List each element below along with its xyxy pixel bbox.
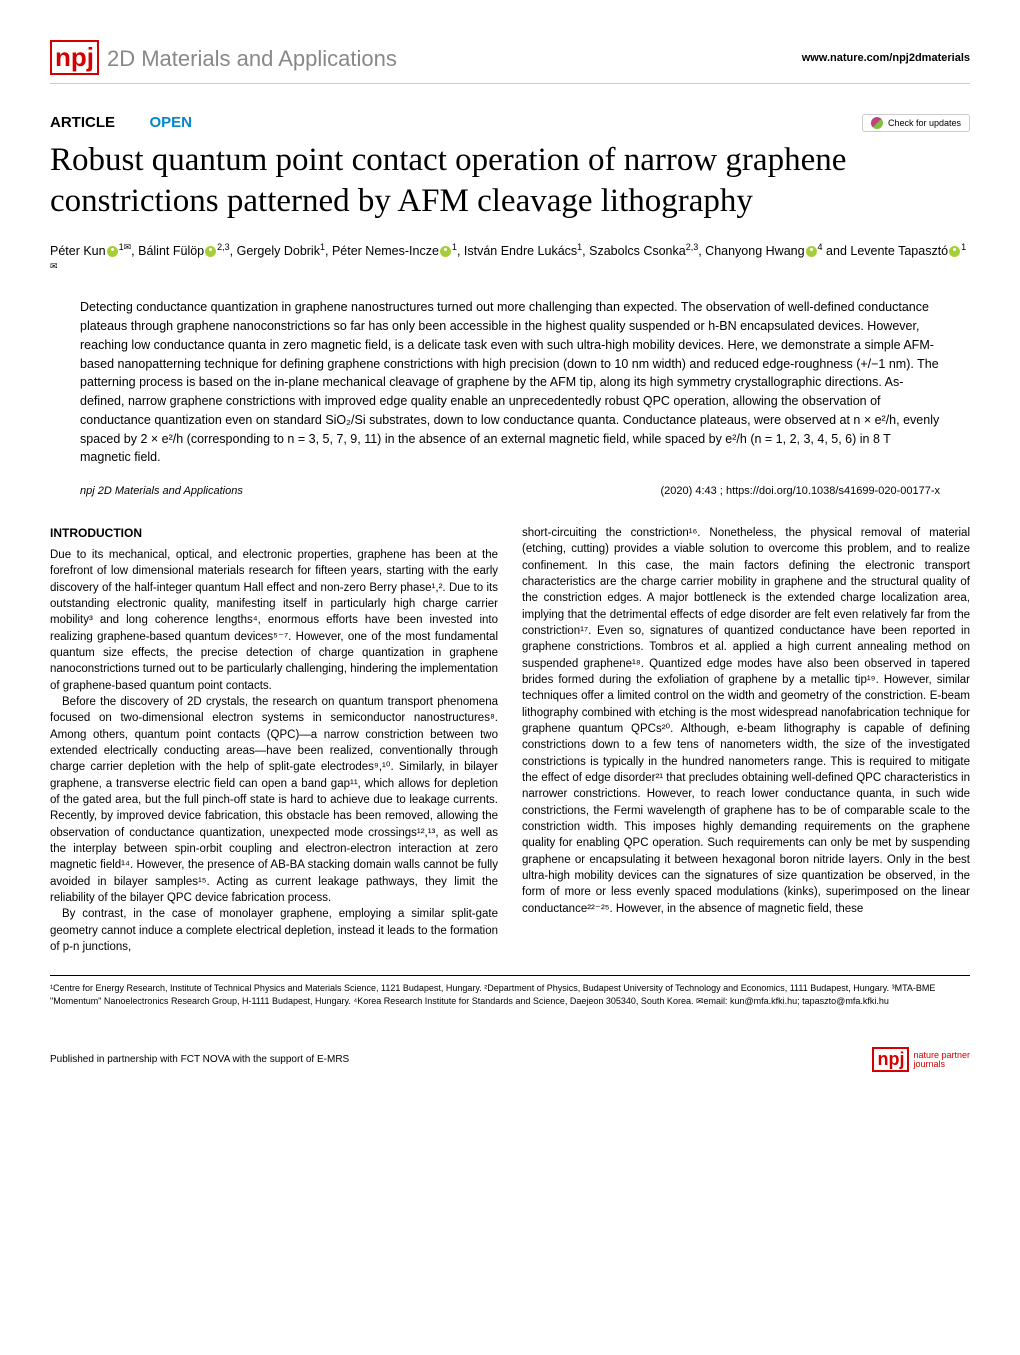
author-name: Chanyong Hwang bbox=[705, 244, 804, 258]
crossmark-icon bbox=[871, 117, 883, 129]
orcid-icon[interactable] bbox=[806, 246, 817, 257]
affiliations: ¹Centre for Energy Research, Institute o… bbox=[50, 975, 970, 1007]
body-paragraph: short-circuiting the constriction¹⁶. Non… bbox=[522, 525, 970, 917]
abstract-text: Detecting conductance quantization in gr… bbox=[80, 298, 940, 467]
check-updates-label: Check for updates bbox=[888, 118, 961, 128]
citation-journal: npj 2D Materials and Applications bbox=[80, 485, 243, 497]
article-type-group: ARTICLE OPEN bbox=[50, 114, 192, 132]
open-access-label: OPEN bbox=[149, 114, 192, 131]
footer-publisher: Published in partnership with FCT NOVA w… bbox=[50, 1054, 349, 1065]
author-aff: 4 bbox=[818, 242, 823, 252]
orcid-icon[interactable] bbox=[205, 246, 216, 257]
author-aff: 2,3 bbox=[217, 242, 230, 252]
author-name: Péter Kun bbox=[50, 244, 106, 258]
journal-brand: npj 2D Materials and Applications bbox=[50, 40, 397, 75]
orcid-icon[interactable] bbox=[107, 246, 118, 257]
author-aff: 1 bbox=[452, 242, 457, 252]
nature-partner-group: nature partner journals bbox=[913, 1051, 970, 1069]
footer-brand: npj nature partner journals bbox=[872, 1047, 970, 1072]
author-list: Péter Kun1✉, Bálint Fülöp2,3, Gergely Do… bbox=[50, 241, 970, 281]
envelope-icon: ✉ bbox=[50, 261, 58, 271]
body-columns: INTRODUCTION Due to its mechanical, opti… bbox=[50, 525, 970, 955]
envelope-icon: ✉ bbox=[124, 242, 132, 252]
author-aff: 2,3 bbox=[686, 242, 699, 252]
journals-label: journals bbox=[913, 1060, 970, 1069]
author-aff: 1 bbox=[320, 242, 325, 252]
orcid-icon[interactable] bbox=[949, 246, 960, 257]
left-column: INTRODUCTION Due to its mechanical, opti… bbox=[50, 525, 498, 955]
npj-logo: npj bbox=[50, 40, 99, 75]
article-type-label: ARTICLE bbox=[50, 114, 115, 131]
body-paragraph: Due to its mechanical, optical, and elec… bbox=[50, 547, 498, 694]
npj-logo-box: npj bbox=[50, 40, 99, 75]
author-name: Szabolcs Csonka bbox=[589, 244, 686, 258]
npj-footer-logo: npj bbox=[872, 1047, 909, 1072]
body-paragraph: By contrast, in the case of monolayer gr… bbox=[50, 906, 498, 955]
author-name: Péter Nemes-Incze bbox=[332, 244, 439, 258]
article-title: Robust quantum point contact operation o… bbox=[50, 140, 970, 223]
orcid-icon[interactable] bbox=[440, 246, 451, 257]
citation-info: (2020) 4:43 ; https://doi.org/10.1038/s4… bbox=[661, 485, 940, 497]
citation-line: npj 2D Materials and Applications (2020)… bbox=[80, 485, 940, 497]
author-aff: 1 bbox=[577, 242, 582, 252]
check-updates-button[interactable]: Check for updates bbox=[862, 114, 970, 132]
page-header: npj 2D Materials and Applications www.na… bbox=[50, 40, 970, 84]
page-footer: Published in partnership with FCT NOVA w… bbox=[50, 1047, 970, 1072]
right-column: short-circuiting the constriction¹⁶. Non… bbox=[522, 525, 970, 955]
section-heading: INTRODUCTION bbox=[50, 525, 498, 542]
author-name: Bálint Fülöp bbox=[138, 244, 204, 258]
author-aff: 1 bbox=[961, 242, 966, 252]
article-meta-row: ARTICLE OPEN Check for updates bbox=[50, 114, 970, 132]
body-paragraph: Before the discovery of 2D crystals, the… bbox=[50, 694, 498, 906]
journal-name: 2D Materials and Applications bbox=[107, 46, 397, 72]
author-name: Gergely Dobrik bbox=[237, 244, 320, 258]
author-name: István Endre Lukács bbox=[464, 244, 577, 258]
website-url[interactable]: www.nature.com/npj2dmaterials bbox=[802, 52, 970, 64]
author-name: Levente Tapasztó bbox=[850, 244, 948, 258]
